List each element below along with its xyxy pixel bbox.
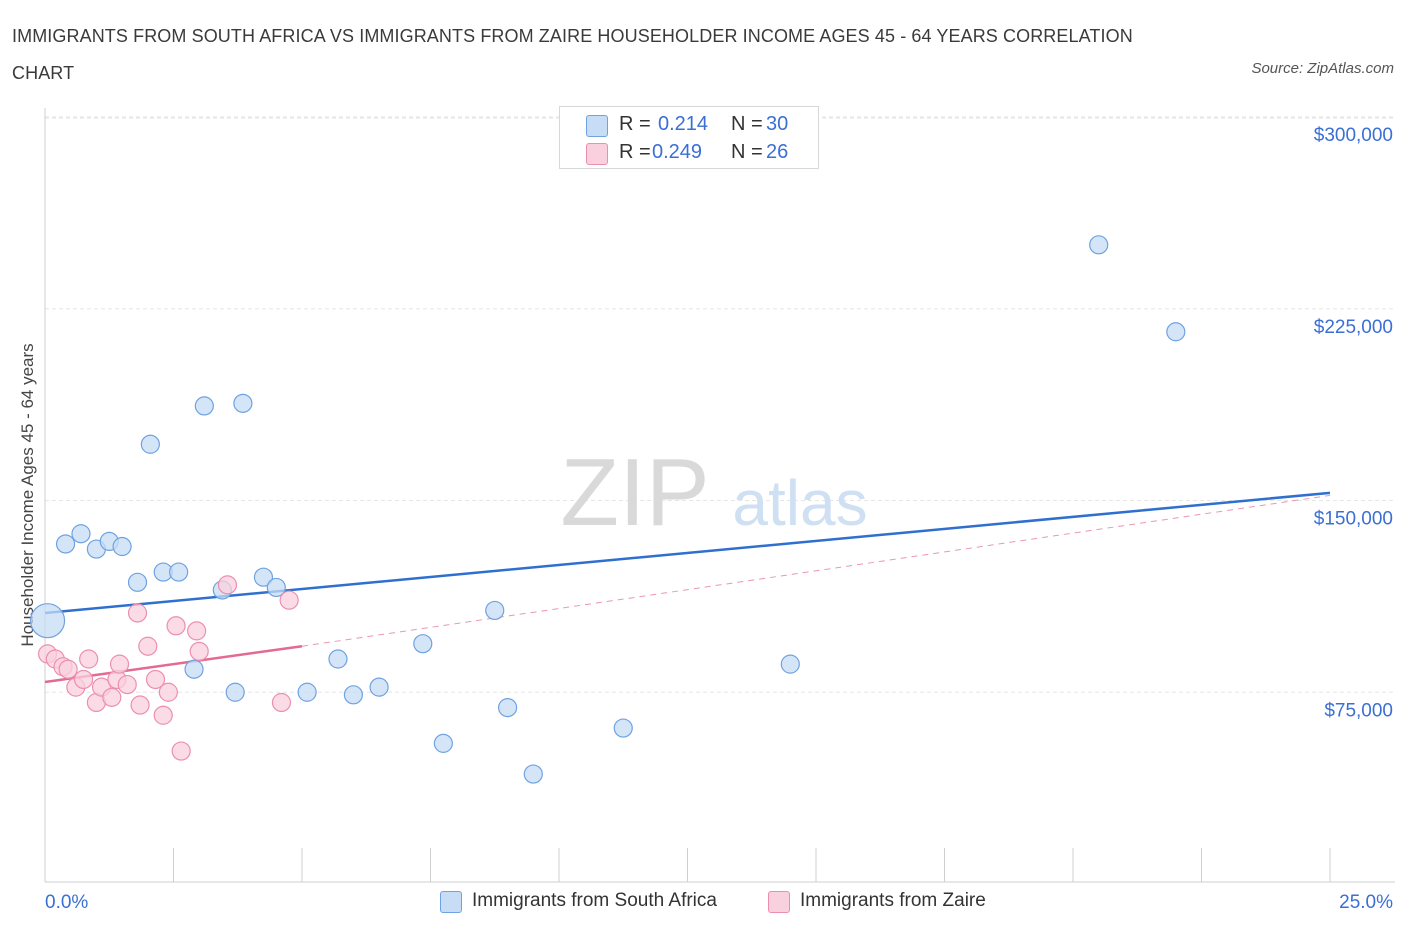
series-legend-zaire: Immigrants from Zaire [768, 888, 1028, 916]
point-south-africa [233, 393, 253, 413]
trend-line-south-africa [44, 491, 1331, 615]
point-south-africa [112, 536, 132, 557]
point-zaire [189, 641, 209, 661]
point-south-africa [613, 718, 633, 738]
point-south-africa [253, 567, 274, 587]
watermark: ZIP atlas [560, 439, 867, 546]
point-zaire [130, 695, 150, 715]
point-zaire [187, 621, 207, 641]
point-zaire [279, 590, 299, 610]
watermark-atlas: atlas [732, 467, 867, 539]
point-zaire [145, 669, 166, 690]
point-south-africa [498, 697, 518, 718]
stats-legend: R = 0.214 N = 30 R = 0.249 N = 26 [559, 106, 819, 169]
point-south-africa [343, 685, 363, 705]
point-zaire [271, 692, 292, 713]
point-south-africa [127, 572, 148, 592]
point-zaire [109, 654, 130, 674]
point-south-africa [328, 649, 348, 669]
series-label-south-africa: Immigrants from South Africa [472, 890, 717, 911]
y-tick-label: $75,000 [1324, 700, 1393, 721]
tick-labels: $75,000 $150,000 $225,000 $300,000 0.0% 25.0% [45, 125, 1393, 913]
point-south-africa [413, 634, 433, 654]
point-zaire [102, 687, 122, 707]
series-swatch-zaire [768, 891, 790, 913]
axes [44, 108, 1395, 883]
point-south-africa [433, 733, 453, 753]
point-south-africa [184, 659, 204, 679]
point-south-africa [169, 562, 189, 582]
legend-r-label: R = [619, 113, 651, 135]
point-south-africa [29, 603, 66, 639]
point-south-africa [266, 577, 286, 598]
data-points [29, 235, 1186, 784]
trend-line-extension [301, 494, 1331, 647]
legend-swatch-south-africa [586, 115, 608, 137]
y-tick-label: $150,000 [1314, 509, 1393, 530]
point-zaire [73, 669, 94, 690]
point-zaire [153, 705, 173, 725]
point-south-africa [523, 764, 543, 784]
x-tick-label: 0.0% [45, 892, 88, 913]
y-tick-label: $225,000 [1314, 317, 1393, 338]
point-zaire [158, 682, 178, 702]
point-south-africa [55, 534, 76, 554]
point-south-africa [780, 654, 800, 674]
legend-n-label: N = [731, 113, 763, 135]
chart-title: IMMIGRANTS FROM SOUTH AFRICA VS IMMIGRAN… [12, 26, 1133, 83]
point-zaire [79, 649, 99, 669]
legend-n-value: 30 [766, 113, 789, 135]
legend-swatch-zaire [586, 143, 608, 165]
point-south-africa [485, 600, 505, 621]
legend-r-value: 0.214 [658, 113, 709, 135]
source-label: Source: ZipAtlas.com [1251, 60, 1394, 77]
y-tick-label: $300,000 [1314, 125, 1393, 146]
legend-n-label: N = [731, 141, 763, 163]
point-zaire [171, 741, 191, 761]
point-south-africa [1089, 235, 1109, 255]
watermark-zip: ZIP [560, 439, 709, 546]
x-tick-label: 25.0% [1339, 892, 1393, 913]
point-south-africa [71, 524, 91, 544]
series-swatch-south-africa [440, 891, 462, 913]
point-zaire [217, 575, 238, 595]
point-zaire [117, 674, 137, 695]
point-zaire [127, 603, 148, 623]
point-south-africa [297, 682, 317, 702]
point-south-africa [1166, 322, 1186, 342]
point-zaire [58, 659, 78, 679]
legend-n-value: 26 [766, 141, 789, 163]
legend-r-label: R = [619, 141, 651, 163]
series-legend-south-africa: Immigrants from South Africa [440, 888, 760, 916]
point-zaire [138, 636, 158, 656]
series-label-zaire: Immigrants from Zaire [800, 890, 986, 911]
point-zaire [166, 616, 186, 636]
point-south-africa [369, 677, 389, 697]
point-south-africa [194, 396, 214, 416]
point-south-africa [225, 682, 245, 702]
point-south-africa [140, 434, 160, 454]
legend-r-value: 0.249 [652, 141, 703, 163]
